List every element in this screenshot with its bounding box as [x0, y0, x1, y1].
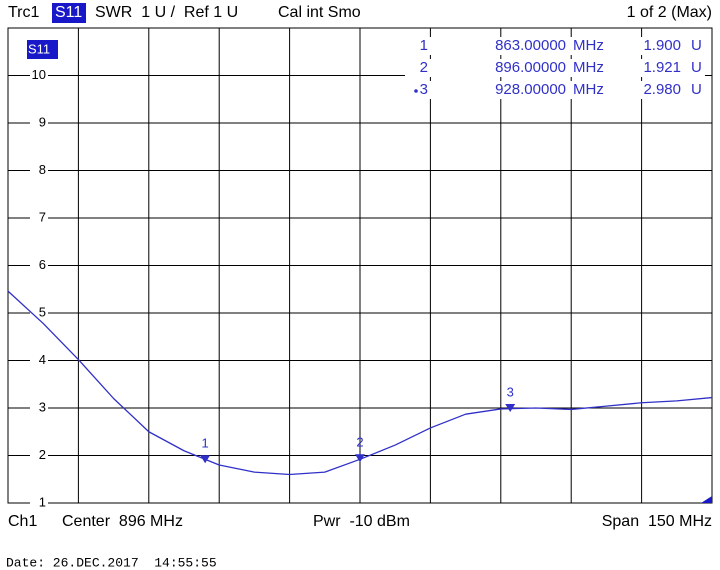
y-tick-label: 9: [39, 114, 46, 129]
marker-triangle: [200, 455, 211, 464]
page-indicator: 1 of 2 (Max): [627, 4, 712, 21]
power: Pwr -10 dBm: [313, 513, 410, 530]
table-bg: [405, 59, 705, 77]
date: Date: 26.DEC.2017 14:55:55: [6, 555, 217, 570]
marker-number: 2: [420, 59, 428, 76]
marker-freq-unit: MHz: [573, 37, 604, 54]
marker-freq: 863.00000: [495, 37, 566, 54]
center-freq: Center 896 MHz: [62, 513, 183, 530]
y-tick-label: 1: [39, 494, 46, 509]
y-tick-label: 3: [39, 399, 46, 414]
y-tick-label: 4: [39, 352, 46, 367]
table-bg: [405, 37, 705, 55]
param-highlight: [52, 3, 86, 23]
y-tick-label: 2: [39, 447, 46, 462]
marker-triangle: [505, 403, 516, 412]
channel: Ch1: [8, 513, 37, 530]
tick-label-bg: [30, 115, 48, 131]
marker-freq: 928.00000: [495, 81, 566, 98]
marker-value-unit: U: [691, 81, 702, 98]
marker-value: 1.900: [643, 37, 681, 54]
tick-label-bg: [30, 400, 48, 416]
tick-label-bg: [30, 162, 48, 179]
marker-value-unit: U: [691, 37, 702, 54]
y-tick-label: 7: [39, 209, 46, 224]
y-tick-label: 10: [32, 67, 46, 82]
marker-triangle: [355, 454, 365, 463]
tick-label-bg: [30, 352, 48, 369]
table-bg: [405, 81, 705, 99]
marker-freq-unit: MHz: [573, 59, 604, 76]
tick-label-bg: [30, 495, 48, 511]
y-tick-label: 8: [39, 162, 46, 177]
trace-name: Trc1: [8, 4, 40, 21]
trace-label: S11: [28, 41, 50, 56]
marker-value: 1.921: [643, 59, 681, 76]
tick-label-bg: [30, 257, 48, 274]
marker-freq-unit: MHz: [573, 81, 604, 98]
marker-value: 2.980: [643, 81, 681, 98]
param: S11: [55, 4, 82, 21]
marker-flag: 1: [202, 436, 209, 451]
marker-number: 3: [420, 81, 428, 98]
corner-indicator: [701, 496, 712, 503]
cal-status: Cal int Smo: [278, 4, 361, 21]
marker-flag: 3: [507, 384, 514, 399]
format: SWR 1 U / Ref 1 U: [95, 4, 238, 21]
y-tick-label: 6: [39, 257, 46, 272]
active-dot: [414, 89, 418, 93]
marker-flag: 2: [356, 435, 363, 450]
span: Span 150 MHz: [602, 513, 712, 530]
marker-value-unit: U: [691, 59, 702, 76]
tick-label-bg: [30, 67, 48, 84]
tick-label-bg: [30, 447, 48, 464]
trace-label-bg: [27, 40, 58, 59]
marker-freq: 896.00000: [495, 59, 566, 76]
y-tick-label: 5: [39, 304, 46, 319]
tick-label-bg: [30, 305, 48, 321]
marker-number: 1: [420, 37, 428, 54]
tick-label-bg: [30, 210, 48, 226]
